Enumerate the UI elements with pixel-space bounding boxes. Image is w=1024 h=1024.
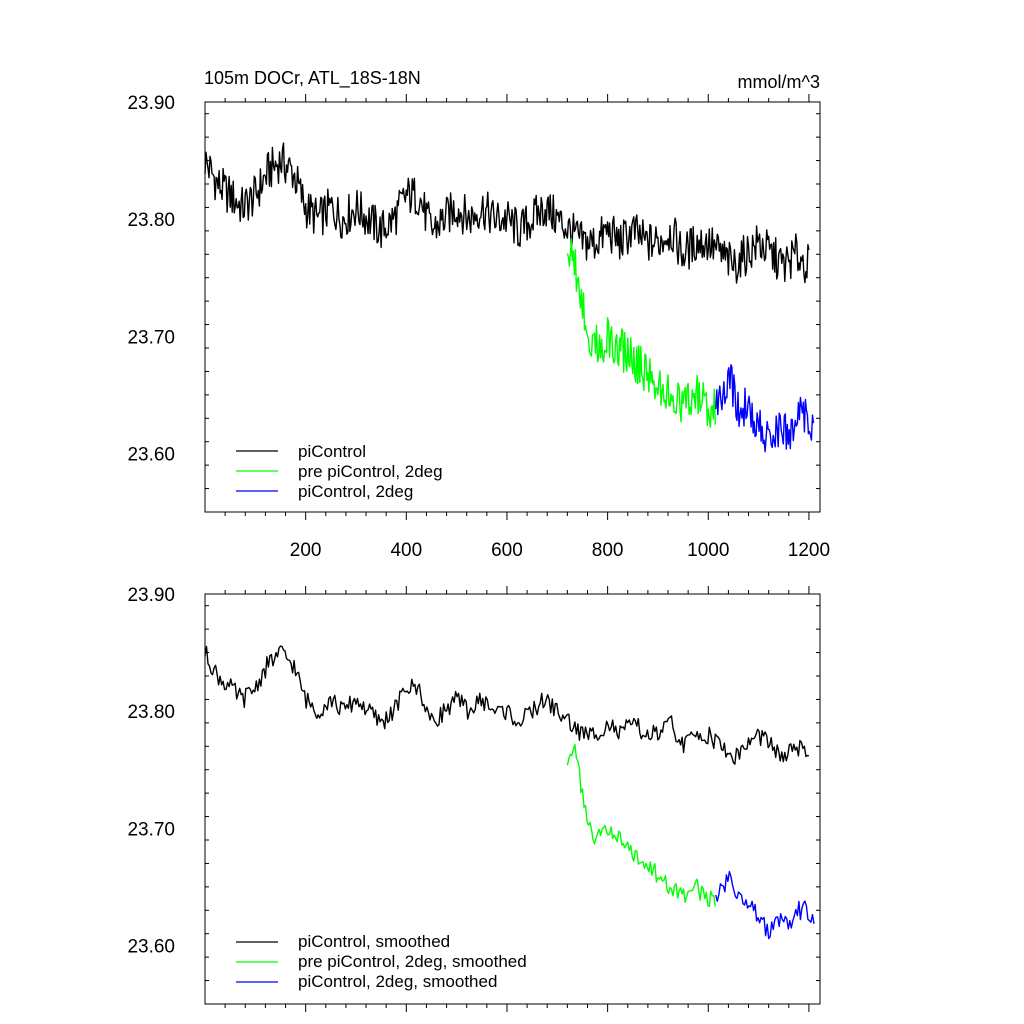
legend-label-picontrol-smoothed: piControl, smoothed: [298, 932, 450, 951]
y-tick-label: 23.60: [127, 936, 175, 957]
legend-label-picontrol-2deg: piControl, 2deg: [298, 482, 413, 501]
top-panel: 105m DOCr, ATL_18S-18N mmol/m^3 23.6023.…: [127, 68, 830, 561]
series-line-pre-picontrol-2deg: [566, 237, 716, 428]
y-tick-label: 23.70: [127, 819, 175, 840]
legend-label-pre-picontrol-2deg-smoothed: pre piControl, 2deg, smoothed: [298, 952, 527, 971]
legend-label-pre-picontrol-2deg: pre piControl, 2deg: [298, 462, 443, 481]
series-line-picontrol-smoothed: [204, 645, 809, 765]
x-tick-label: 200: [290, 540, 322, 561]
y-tick-label: 23.70: [127, 327, 175, 348]
plot-frame: [204, 593, 821, 1005]
legend-label-picontrol: piControl: [298, 442, 366, 461]
y-tick-labels: 23.60 23.70 23.80 23.90: [127, 93, 175, 465]
series-line-picontrol-2deg: [715, 364, 815, 453]
series-line-picontrol: [204, 142, 810, 284]
x-tick-label: 800: [592, 540, 624, 561]
y-tick-label: 23.60: [127, 444, 175, 465]
x-tick-label: 400: [390, 540, 422, 561]
x-tick-labels: 200 400 600 800 1000 1200: [290, 540, 830, 561]
legend-label-picontrol-2deg-smoothed: piControl, 2deg, smoothed: [298, 972, 497, 991]
series-lines: [204, 645, 815, 940]
y-tick-label: 23.90: [127, 585, 175, 606]
y-tick-labels: 23.60 23.70 23.80 23.90: [127, 585, 175, 957]
bottom-panel: 23.60 23.70 23.80 23.90 piControl, smoothed…: [127, 585, 821, 1012]
chart-title: 105m DOCr, ATL_18S-18N: [204, 68, 421, 89]
tick-marks: [205, 586, 820, 1012]
tick-marks: [205, 94, 820, 520]
series-line-picontrol-2deg-smoothed: [715, 870, 815, 940]
legend: piControl pre piControl, 2deg piControl,…: [236, 442, 443, 501]
y-tick-label: 23.80: [127, 210, 175, 231]
x-tick-label: 1000: [687, 540, 729, 561]
x-tick-label: 600: [491, 540, 523, 561]
plot-frame: [204, 101, 821, 513]
x-tick-label: 1200: [788, 540, 830, 561]
units-label: mmol/m^3: [738, 72, 820, 92]
y-tick-label: 23.80: [127, 702, 175, 723]
y-tick-label: 23.90: [127, 93, 175, 114]
series-line-pre-picontrol-2deg-smoothed: [566, 743, 716, 908]
series-lines: [204, 142, 815, 453]
legend: piControl, smoothed pre piControl, 2deg,…: [236, 932, 527, 991]
